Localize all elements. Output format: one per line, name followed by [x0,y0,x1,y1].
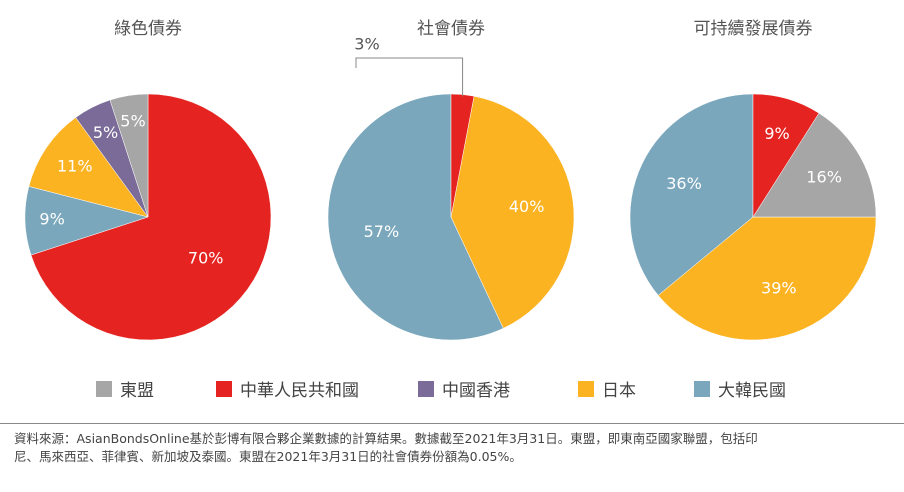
legend-item-japan: 日本 [578,376,636,401]
slice-label-china: 3% [354,35,379,54]
legend-label-asean: 東盟 [120,381,154,401]
pie-charts: 綠色債券70%9%11%5%5%社會債券57%40%3%可持續發展債券36%39… [24,19,877,341]
legend-swatch-japan [578,380,594,397]
callout-line [355,57,464,97]
slice-label-japan: 11% [57,157,93,176]
legend-item-korea: 大韓民國 [694,376,786,401]
legend-label-china: 中華人民共和國 [240,381,359,401]
pie-slice-japan [28,117,149,218]
legend-swatch-hongkong [418,380,434,397]
slice-label-china: 9% [764,124,789,143]
legend-label-japan: 日本 [602,381,636,401]
legend-item-hongkong: 中國香港 [418,376,510,401]
slice-label-japan: 39% [761,278,797,297]
legend-item-asean: 東盟 [96,376,154,401]
pie-slice-korea [327,93,504,341]
chart-title: 社會債券 [417,19,485,39]
chart-title: 綠色債券 [114,19,182,39]
source-line-2: 尼、馬來西亞、菲律賓、新加坡及泰國。東盟在2021年3月31日的社會債券份額為0… [14,449,522,464]
pie-slice-asean [752,112,877,218]
chart-title: 可持續發展債券 [694,19,813,39]
slice-label-asean: 16% [806,167,842,186]
pie-slice-asean [109,93,149,218]
pie-slice-china [30,93,272,341]
slice-label-hongkong: 5% [93,123,118,142]
legend-swatch-korea [694,380,710,397]
slice-label-korea: 57% [364,222,400,241]
pie-slice-korea [629,93,754,296]
slice-label-korea: 9% [39,210,64,229]
divider [0,423,904,424]
pie-slice-japan [450,95,575,329]
slice-label-korea: 36% [666,174,702,193]
legend: 東盟 中華人民共和國 中國香港 日本 大韓民國 [0,372,904,404]
legend-item-china: 中華人民共和國 [216,376,359,401]
legend-label-hongkong: 中國香港 [442,381,510,401]
legend-swatch-asean [96,380,112,397]
pie-slice-japan [657,216,877,341]
slice-label-japan: 40% [509,197,545,216]
source-line-1: 資料來源：AsianBondsOnline基於彭博有限合夥企業數據的計算結果。數… [14,431,758,446]
legend-swatch-china [216,380,232,397]
pie-slice-china [752,93,820,218]
slice-label-asean: 5% [120,112,145,131]
slice-label-china: 70% [188,248,224,267]
source-note: 資料來源：AsianBondsOnline基於彭博有限合夥企業數據的計算結果。數… [14,430,894,466]
legend-label-korea: 大韓民國 [718,381,786,401]
